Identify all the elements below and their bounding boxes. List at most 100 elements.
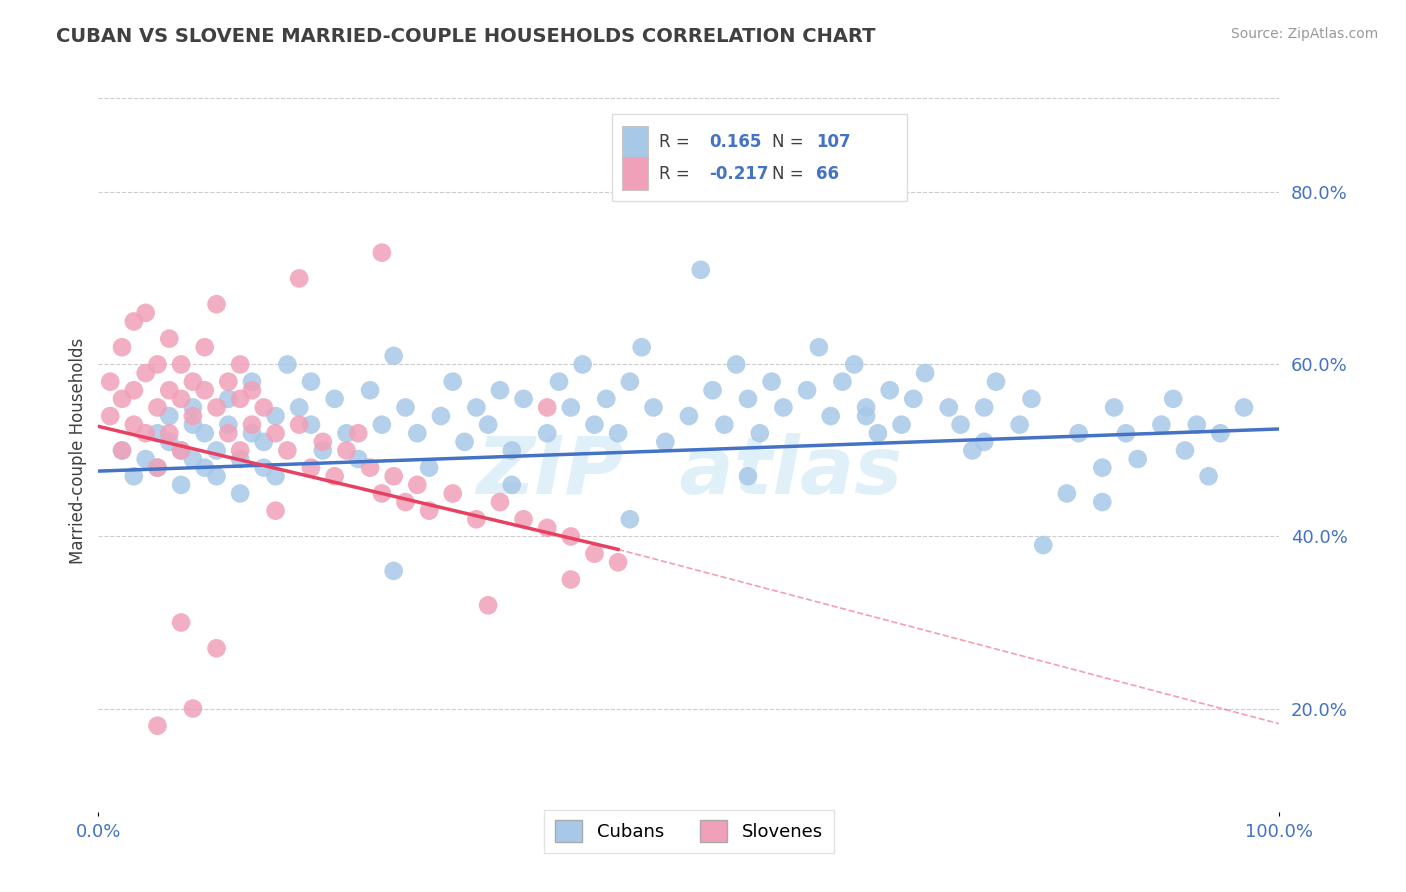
- Point: [146, 460, 169, 475]
- Point: [962, 443, 984, 458]
- Point: [157, 332, 180, 346]
- Point: [264, 426, 287, 441]
- Point: [146, 460, 169, 475]
- Point: [276, 443, 298, 458]
- Point: [1008, 417, 1031, 432]
- Point: [844, 358, 866, 372]
- Point: [170, 478, 193, 492]
- Point: [879, 384, 901, 398]
- Point: [654, 434, 676, 449]
- Point: [1185, 417, 1208, 432]
- Point: [855, 409, 877, 423]
- Point: [170, 358, 193, 372]
- Point: [382, 349, 405, 363]
- Point: [536, 426, 558, 441]
- Bar: [621, 158, 648, 190]
- Point: [382, 564, 405, 578]
- Point: [181, 409, 204, 423]
- Point: [1233, 401, 1256, 415]
- Point: [1126, 452, 1149, 467]
- Text: ZIP  atlas: ZIP atlas: [475, 434, 903, 511]
- Point: [181, 375, 204, 389]
- Point: [619, 375, 641, 389]
- Point: [973, 401, 995, 415]
- Point: [737, 469, 759, 483]
- Point: [418, 460, 440, 475]
- Point: [630, 340, 652, 354]
- Point: [264, 503, 287, 517]
- Point: [205, 641, 228, 656]
- Point: [170, 443, 193, 458]
- Point: [122, 417, 145, 432]
- Bar: [612, 114, 907, 202]
- Point: [359, 460, 381, 475]
- Point: [157, 434, 180, 449]
- Point: [194, 340, 217, 354]
- Point: [548, 375, 571, 389]
- Point: [371, 486, 394, 500]
- Point: [122, 384, 145, 398]
- Point: [146, 401, 169, 415]
- Point: [571, 358, 593, 372]
- Point: [240, 375, 263, 389]
- Point: [984, 375, 1007, 389]
- Point: [276, 358, 298, 372]
- Point: [253, 434, 276, 449]
- Point: [1198, 469, 1220, 483]
- Point: [253, 460, 276, 475]
- Point: [98, 409, 121, 423]
- Point: [194, 460, 217, 475]
- Point: [441, 486, 464, 500]
- Point: [831, 375, 853, 389]
- Point: [288, 417, 311, 432]
- Point: [1091, 495, 1114, 509]
- Point: [229, 486, 252, 500]
- Text: -0.217: -0.217: [709, 165, 769, 183]
- Point: [205, 297, 228, 311]
- Point: [643, 401, 665, 415]
- Point: [512, 392, 534, 406]
- Point: [1032, 538, 1054, 552]
- Point: [583, 417, 606, 432]
- Point: [1102, 401, 1125, 415]
- Point: [725, 358, 748, 372]
- Legend: Cubans, Slovenes: Cubans, Slovenes: [544, 810, 834, 854]
- Point: [111, 340, 134, 354]
- Text: 66: 66: [817, 165, 839, 183]
- Point: [1150, 417, 1173, 432]
- Point: [394, 495, 416, 509]
- Y-axis label: Married-couple Households: Married-couple Households: [69, 337, 87, 564]
- Point: [772, 401, 794, 415]
- Point: [1067, 426, 1090, 441]
- Point: [194, 384, 217, 398]
- Point: [122, 314, 145, 328]
- Point: [748, 426, 770, 441]
- Point: [170, 615, 193, 630]
- Point: [949, 417, 972, 432]
- Point: [157, 409, 180, 423]
- Point: [820, 409, 842, 423]
- Point: [465, 401, 488, 415]
- Point: [560, 401, 582, 415]
- Point: [253, 401, 276, 415]
- Point: [394, 401, 416, 415]
- Point: [796, 384, 818, 398]
- Point: [288, 271, 311, 285]
- Point: [607, 555, 630, 569]
- Point: [217, 417, 239, 432]
- Point: [146, 426, 169, 441]
- Text: N =: N =: [772, 165, 808, 183]
- Point: [489, 384, 512, 398]
- Point: [170, 392, 193, 406]
- Point: [264, 469, 287, 483]
- Point: [217, 392, 239, 406]
- Point: [347, 452, 370, 467]
- Point: [135, 426, 157, 441]
- Point: [536, 401, 558, 415]
- Point: [1021, 392, 1043, 406]
- Point: [713, 417, 735, 432]
- Bar: [621, 126, 648, 158]
- Point: [122, 469, 145, 483]
- Point: [418, 503, 440, 517]
- Point: [205, 443, 228, 458]
